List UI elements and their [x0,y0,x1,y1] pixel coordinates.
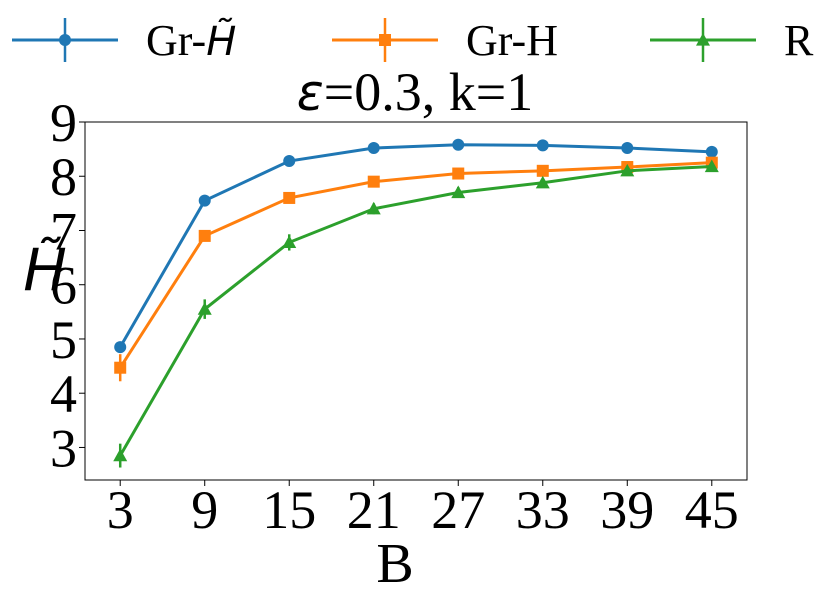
x-tick-label: 9 [191,480,218,540]
y-tick-label: 7 [50,201,77,261]
data-point [367,175,380,188]
x-axis: 3 9 15 21 27 33 39 45 [107,480,739,540]
y-tick-label: 4 [50,364,77,424]
chart-title-symbol: ε [297,64,324,122]
data-point [367,142,380,155]
series-1 [114,138,718,354]
data-point [704,159,719,173]
plot-area [84,121,748,481]
data-point [536,164,549,177]
data-point [535,175,550,189]
legend-entry: Gr-H [332,16,558,65]
y-tick-label: 3 [50,418,77,478]
data-point [198,229,211,242]
legend-entry: Gr-H̃ [12,16,236,65]
chart-title: ε=0.3, k=1 [297,62,533,122]
x-tick-label: 15 [262,480,316,540]
legend-label: R [784,16,814,65]
x-tick-label: 3 [107,480,134,540]
data-point [114,361,127,374]
y-axis-label: H̃ [23,235,67,304]
data-point [621,142,634,155]
series-2 [114,156,718,382]
data-point [283,191,296,204]
x-tick-label: 21 [347,480,401,540]
legend-marker [59,34,71,46]
y-tick-label: 8 [50,147,77,207]
y-tick-label: 5 [50,310,77,370]
series-layer [113,138,719,468]
data-point [536,139,549,152]
legend: Gr-H̃ Gr-H R [12,16,814,65]
y-tick-label: 9 [50,93,77,153]
series-3 [113,159,719,468]
data-point [366,201,381,215]
data-point [283,155,296,168]
data-point [113,448,128,462]
data-point [198,194,211,207]
legend-entry: R [650,16,814,65]
data-point [451,185,466,199]
legend-label: Gr-H [466,16,558,65]
y-tick-label: 6 [50,256,77,316]
x-tick-label: 33 [516,480,570,540]
x-tick-label: 45 [685,480,739,540]
legend-label: Gr-H̃ [146,16,236,65]
data-point [620,163,635,177]
series-line [118,143,712,348]
series-line [118,161,712,369]
x-tick-label: 27 [431,480,485,540]
series-line [118,164,712,457]
data-point [452,167,465,180]
data-point [114,341,127,354]
x-tick-label: 39 [600,480,654,540]
chart-title-text: =0.3, k=1 [324,62,533,122]
data-point [197,302,212,315]
x-axis-label: B [376,533,413,590]
data-point [282,235,297,249]
data-point [705,145,718,158]
legend-marker [379,34,391,46]
data-point [452,138,465,151]
legend-marker [696,33,710,46]
